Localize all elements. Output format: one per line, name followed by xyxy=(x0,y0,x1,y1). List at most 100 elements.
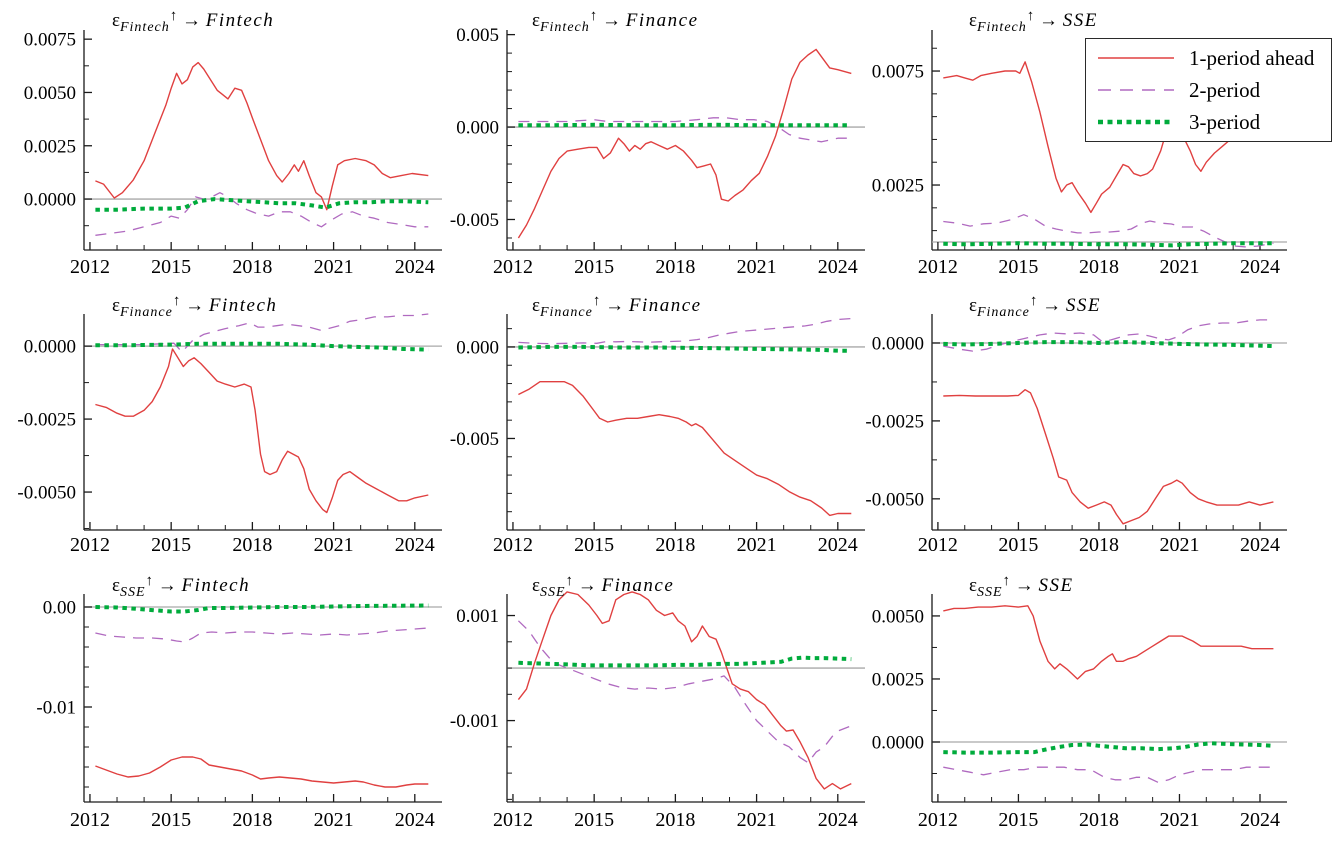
legend: 1-period ahead 2-period 3-period xyxy=(1085,38,1332,142)
x-tick-label: 2021 xyxy=(314,256,354,278)
y-tick-label: 0.0000 xyxy=(872,333,924,354)
series-1-period-ahead xyxy=(517,48,852,239)
series-3-period xyxy=(518,344,852,353)
panel-fintech-finance: 0.005 0.000 -0.005 2012 2015 2018 2021 2024 εFin… xyxy=(450,8,865,278)
x-tick-label: 2012 xyxy=(493,809,533,831)
x-tick-label: 2015 xyxy=(151,256,191,278)
panel-title: εFinance↑ → Fintech xyxy=(112,293,277,320)
series-2-period xyxy=(95,192,429,236)
series-3-period xyxy=(943,741,1274,755)
panel-title: εFintech↑ → Finance xyxy=(532,8,699,35)
x-tick-label: 2018 xyxy=(232,256,272,278)
panel-fintech-sse: 0.0075 0.0025 2012 2015 2018 2021 2024 εFintech… xyxy=(872,8,1287,278)
y-tick-label: -0.0050 xyxy=(17,483,76,504)
x-tick-label: 2021 xyxy=(737,256,777,278)
series-1-period-ahead xyxy=(95,756,429,788)
x-tick-label: 2018 xyxy=(1079,256,1119,278)
series-1-period-ahead xyxy=(943,605,1274,680)
y-tick-label: -0.005 xyxy=(450,429,499,450)
x-tick-label: 2018 xyxy=(655,809,695,831)
x-tick-label: 2015 xyxy=(998,809,1038,831)
x-tick-label: 2015 xyxy=(998,534,1038,556)
series-1-period-ahead xyxy=(517,591,852,790)
y-tick-label: 0.0025 xyxy=(872,669,924,690)
y-tick-label: 0.0075 xyxy=(24,30,76,51)
y-tick-label: -0.005 xyxy=(450,210,499,231)
panel-finance-fintech: 0.0000 -0.0025 -0.0050 2012 2015 2018 2021 2024… xyxy=(17,293,442,556)
y-tick-label: 0.0000 xyxy=(872,732,924,753)
series-2-period xyxy=(943,214,1274,248)
y-tick-label: 0.0075 xyxy=(872,62,924,83)
x-tick-label: 2015 xyxy=(151,534,191,556)
y-tick-label: 0.0000 xyxy=(24,337,76,358)
panel-title: εFintech↑ → SSE xyxy=(969,8,1098,35)
panel-title: εSSE↑ → Fintech xyxy=(112,573,250,600)
series-1-period-ahead xyxy=(943,61,1274,214)
x-tick-label: 2024 xyxy=(395,256,435,278)
panel-sse-finance: 0.001 -0.001 2012 2015 2018 2021 2024 εSSE↑ → F… xyxy=(450,573,865,831)
series-2-period xyxy=(95,313,429,353)
panel-title: εFinance↑ → SSE xyxy=(969,293,1101,320)
series-1-period-ahead xyxy=(95,61,429,211)
legend-label-2-period: 2-period xyxy=(1189,77,1261,102)
y-tick-label: -0.001 xyxy=(450,711,499,732)
y-tick-label: -0.0025 xyxy=(865,411,924,432)
series-1-period-ahead xyxy=(943,388,1274,525)
x-tick-label: 2018 xyxy=(655,534,695,556)
x-tick-label: 2012 xyxy=(493,256,533,278)
y-tick-label: 0.0050 xyxy=(872,606,924,627)
x-tick-label: 2015 xyxy=(574,256,614,278)
x-tick-label: 2021 xyxy=(737,809,777,831)
panel-title: εSSE↑ → SSE xyxy=(969,573,1074,600)
y-tick-label: 0.0025 xyxy=(872,176,924,197)
x-tick-label: 2024 xyxy=(818,809,858,831)
panel-sse-fintech: 0.00 -0.01 2012 2015 2018 2021 2024 εSSE↑ → Fin… xyxy=(36,573,442,831)
x-tick-label: 2018 xyxy=(1079,534,1119,556)
x-tick-label: 2015 xyxy=(998,256,1038,278)
x-tick-label: 2024 xyxy=(395,534,435,556)
x-tick-label: 2012 xyxy=(493,534,533,556)
series-1-period-ahead xyxy=(95,348,429,514)
legend-line-2period-icon xyxy=(1098,89,1174,91)
y-tick-label: -0.01 xyxy=(36,698,76,719)
x-tick-label: 2021 xyxy=(314,534,354,556)
y-tick-label: -0.0050 xyxy=(865,489,924,510)
y-tick-label: 0.005 xyxy=(456,25,499,46)
series-2-period xyxy=(517,620,852,764)
x-tick-label: 2015 xyxy=(151,809,191,831)
x-tick-label: 2015 xyxy=(574,809,614,831)
panel-title: εFinance↑ → Finance xyxy=(532,293,702,320)
x-tick-label: 2021 xyxy=(1159,809,1199,831)
x-tick-label: 2012 xyxy=(918,256,958,278)
legend-item-2-period: 2-period xyxy=(1096,75,1321,105)
panel-finance-sse: 0.0000 -0.0025 -0.0050 2012 2015 2018 2021 2024… xyxy=(865,293,1287,556)
x-tick-label: 2021 xyxy=(314,809,354,831)
series-2-period xyxy=(518,317,852,345)
legend-line-1period-icon xyxy=(1098,57,1174,59)
x-tick-label: 2015 xyxy=(574,534,614,556)
legend-item-3-period: 3-period xyxy=(1096,107,1321,137)
series-3-period xyxy=(95,197,429,212)
x-tick-label: 2018 xyxy=(655,256,695,278)
x-tick-label: 2024 xyxy=(818,534,858,556)
x-tick-label: 2012 xyxy=(918,534,958,556)
x-tick-label: 2021 xyxy=(737,534,777,556)
x-tick-label: 2018 xyxy=(232,534,272,556)
x-tick-label: 2024 xyxy=(818,256,858,278)
y-tick-label: 0.001 xyxy=(456,606,499,627)
series-2-period xyxy=(518,117,852,143)
y-tick-label: 0.0025 xyxy=(24,136,76,157)
panel-finance-finance: 0.000 -0.005 2012 2015 2018 2021 2024 εFinance↑… xyxy=(450,293,865,556)
panel-title: εFintech↑ → Fintech xyxy=(112,8,274,35)
x-tick-label: 2012 xyxy=(70,809,110,831)
y-tick-label: 0.000 xyxy=(456,337,499,358)
x-tick-label: 2012 xyxy=(70,256,110,278)
x-tick-label: 2024 xyxy=(1240,809,1280,831)
panel-sse-sse: 0.0050 0.0025 0.0000 2012 2015 2018 2021 2024 εS… xyxy=(872,573,1287,831)
x-tick-label: 2018 xyxy=(232,809,272,831)
series-1-period-ahead xyxy=(518,380,852,517)
panel-fintech-fintech: 0.0075 0.0050 0.0025 0.0000 2012 2015 2018 2021… xyxy=(24,8,442,278)
series-2-period xyxy=(95,627,429,643)
x-tick-label: 2024 xyxy=(1240,256,1280,278)
